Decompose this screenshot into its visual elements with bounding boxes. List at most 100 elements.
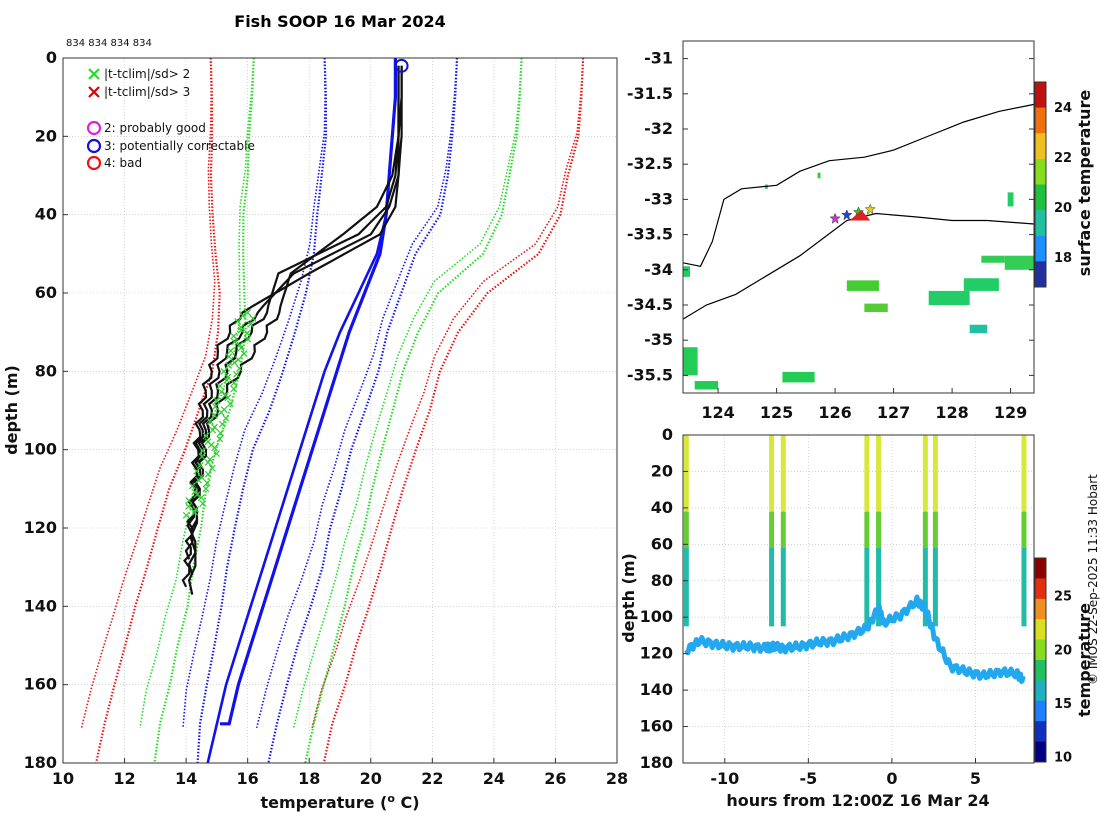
flag-x-marker (185, 497, 193, 505)
x-tick-label: 26 (544, 769, 566, 788)
flag-x-marker (230, 379, 238, 387)
colorbar-segment (1035, 713, 1046, 718)
sst-patch (694, 381, 719, 390)
map-x-tick-label: 124 (701, 403, 734, 422)
flag-markers (182, 58, 409, 519)
colorbar-segment (1035, 619, 1046, 624)
colorbar-segment (1035, 627, 1046, 632)
dive-deep-segment (1021, 547, 1027, 627)
y-tick-label: 60 (35, 283, 57, 302)
flag-x-marker (193, 467, 201, 475)
climatology-green_pm-line-alt (139, 57, 255, 728)
map-y-tick-label: -35 (644, 330, 673, 349)
colorbar-segment (1035, 158, 1046, 165)
flag-x-marker (244, 335, 252, 343)
timeseries-y-tick-label: 40 (651, 498, 673, 517)
colorbar-tick-label: 20 (1054, 201, 1072, 216)
flag-x-marker (206, 456, 214, 463)
flag-x-marker (234, 317, 242, 325)
colorbar-segment (1035, 235, 1046, 242)
climatology-green_pm-line (304, 57, 523, 764)
profile-grid (62, 57, 618, 764)
map-y-tick-label: -32.5 (627, 154, 673, 173)
flag-x-marker (220, 367, 228, 375)
chart-title: Fish SOOP 16 Mar 2024 (234, 12, 445, 31)
colorbar-tick-label: 24 (1054, 101, 1072, 116)
flag-x-marker (239, 312, 247, 319)
flag-x-marker (236, 364, 243, 372)
flag-x-marker (196, 461, 204, 469)
sst-patch (683, 347, 698, 376)
dive-deep-segment (780, 547, 786, 627)
map-colorbar-label: surface temperature (1075, 90, 1094, 277)
timeseries-y-tick-label: 120 (640, 644, 673, 663)
timeseries-ylabel: depth (m) (619, 553, 638, 643)
colorbar-segment (1035, 251, 1046, 257)
timeseries-y-tick-label: 80 (651, 571, 673, 590)
flag-x-marker (230, 332, 238, 340)
flag-x-marker (218, 420, 226, 428)
dive-surface-segment (876, 435, 882, 512)
flag-x-marker (226, 400, 234, 408)
map-colorbar: 18 20 22 24 (1034, 81, 1072, 288)
climatology-green_pm-line (153, 57, 255, 764)
colorbar-segment (1035, 655, 1046, 661)
flag-x-marker (191, 508, 199, 516)
colorbar-segment (1035, 745, 1046, 751)
flag-x-marker (222, 414, 230, 422)
dive-surface-segment (864, 435, 870, 512)
timeseries-grid (683, 434, 1034, 764)
colorbar-tick-label: 20 (1054, 643, 1072, 658)
map-y-tick-label: -34 (644, 260, 673, 279)
track-star-marker (864, 203, 876, 215)
sst-patch (969, 324, 988, 334)
map-x-tick-label: 129 (994, 403, 1027, 422)
colorbar-segment (1035, 623, 1046, 628)
flag-x-marker (231, 359, 238, 366)
dive-deep-segment (864, 547, 870, 627)
colorbar-segment (1035, 696, 1046, 702)
colorbar-segment (1035, 215, 1046, 221)
x-tick-label: 20 (360, 769, 382, 788)
flag-x-marker (233, 370, 240, 378)
colorbar-segment (1035, 606, 1046, 612)
dive-surface-segment (922, 435, 928, 512)
dive-mid-segment (922, 511, 928, 548)
flag-x-marker (216, 435, 224, 443)
colorbar-segment (1035, 246, 1046, 252)
track-star-marker (829, 212, 841, 225)
colorbar-segment (1035, 660, 1046, 665)
y-tick-label: 40 (35, 205, 57, 224)
map-x-tick-label: 126 (818, 403, 851, 422)
flag-x-marker (224, 394, 232, 402)
colorbar-segment (1035, 138, 1046, 144)
dive-deep-segment (876, 547, 882, 627)
flag-x-marker (237, 344, 245, 352)
colorbar-segment (1035, 189, 1046, 196)
flag-x-marker (240, 350, 248, 358)
colorbar-tick-label: 18 (1054, 251, 1072, 266)
colorbar-segment (1035, 704, 1046, 710)
colorbar-segment (1035, 271, 1046, 278)
colorbar-segment (1035, 611, 1046, 616)
colorbar-segment (1035, 708, 1046, 714)
y-tick-label: 100 (24, 440, 57, 459)
colorbar-segment (1035, 615, 1046, 620)
flag-x-marker (217, 429, 225, 437)
colorbar-tick-label: 15 (1054, 697, 1072, 712)
map-y-tick-label: -33.5 (627, 225, 673, 244)
flag-x-marker (243, 329, 251, 337)
colorbar-tick-label: 10 (1054, 751, 1072, 766)
flag-x-marker (227, 347, 235, 355)
y-tick-label: 20 (35, 126, 57, 145)
colorbar-segment (1035, 651, 1046, 657)
dive-mid-segment (683, 511, 689, 548)
colorbar-segment (1035, 184, 1046, 191)
colorbar-segment (1035, 647, 1046, 653)
flag-x-marker (182, 511, 190, 519)
dive-mid-segment (769, 511, 775, 548)
climatology-mean-line-alt (206, 58, 397, 764)
flag-circle-marker (394, 58, 409, 73)
sst-patch (963, 278, 999, 291)
climatology-red_pm-line-alt (311, 57, 584, 728)
